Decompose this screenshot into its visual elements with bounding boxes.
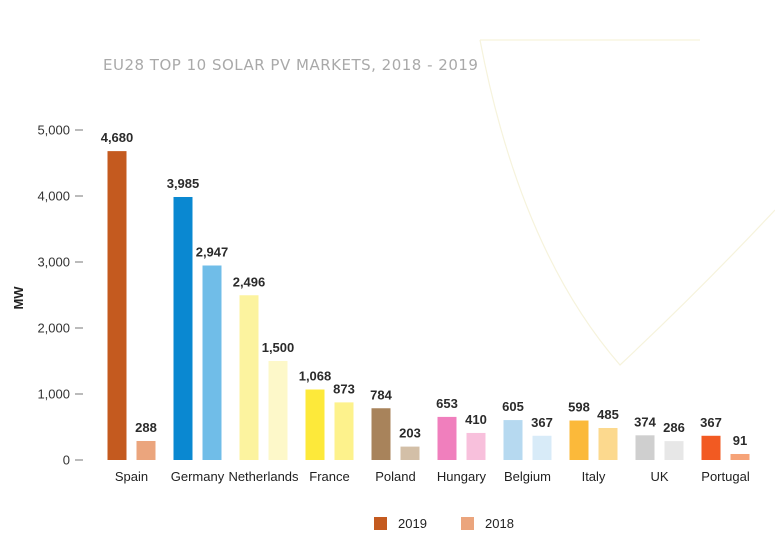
data-label-2019: 3,985	[167, 176, 200, 191]
bar-2019	[305, 389, 325, 460]
legend-label: 2018	[485, 516, 514, 531]
data-label-2018: 367	[531, 415, 553, 430]
bar-2019	[569, 420, 589, 460]
y-axis: 0 1,000 2,000 3,000 4,000 5,000	[37, 123, 83, 468]
data-label-2019: 784	[370, 387, 392, 402]
data-label-2019: 367	[700, 415, 722, 430]
data-label-2018: 91	[733, 433, 747, 448]
data-label-2019: 653	[436, 396, 458, 411]
x-axis-categories: Spain Germany Netherlands France Poland Hunga…	[115, 469, 750, 484]
bar-2019	[437, 416, 457, 460]
legend-swatch	[374, 517, 387, 530]
bar-2018	[730, 453, 750, 460]
bar-2018	[136, 440, 156, 460]
bar-2019	[701, 435, 721, 460]
x-tick-label: Belgium	[504, 469, 551, 484]
legend: 2019 2018	[374, 516, 514, 531]
bar-2019	[503, 420, 523, 460]
y-tick-label: 4,000	[37, 189, 70, 204]
chart-title: EU28 TOP 10 SOLAR PV MARKETS, 2018 - 201…	[103, 56, 478, 74]
bar-2019	[371, 408, 391, 460]
y-axis-label: MW	[11, 286, 26, 310]
data-label-2019: 374	[634, 414, 656, 429]
data-label-2019: 605	[502, 399, 524, 414]
data-label-2019: 2,496	[233, 274, 266, 289]
bar-2019	[635, 435, 655, 460]
background-curve-decoration	[479, 39, 775, 366]
bar-2018	[532, 435, 552, 460]
bar-2018	[598, 427, 618, 460]
data-label-2019: 598	[568, 400, 590, 415]
bar-2018	[664, 441, 684, 460]
legend-swatch	[461, 517, 474, 530]
bar-2018	[268, 361, 288, 460]
y-tick-label: 0	[63, 453, 70, 468]
bar-2018	[202, 265, 222, 460]
data-label-2018: 873	[333, 381, 355, 396]
x-tick-label: Poland	[375, 469, 415, 484]
y-tick-label: 5,000	[37, 123, 70, 138]
data-label-2018: 485	[597, 407, 619, 422]
data-label-2018: 288	[135, 420, 157, 435]
x-tick-label: Netherlands	[228, 469, 299, 484]
x-tick-label: Portugal	[701, 469, 750, 484]
data-label-2018: 286	[663, 420, 685, 435]
bar-2019	[173, 196, 193, 461]
bar-2019	[239, 295, 259, 460]
x-tick-label: Germany	[171, 469, 225, 484]
x-tick-label: Italy	[582, 469, 606, 484]
data-label-2018: 2,947	[196, 244, 229, 259]
data-label-2018: 1,500	[262, 340, 295, 355]
y-tick-label: 1,000	[37, 387, 70, 402]
y-tick-label: 3,000	[37, 255, 70, 270]
x-tick-label: Spain	[115, 469, 148, 484]
x-tick-label: Hungary	[437, 469, 487, 484]
bar-2018	[334, 402, 354, 460]
y-tick-label: 2,000	[37, 321, 70, 336]
x-tick-label: UK	[650, 469, 668, 484]
data-label-2018: 410	[465, 412, 487, 427]
data-label-2019: 1,068	[299, 369, 332, 384]
bar-2018	[400, 446, 420, 460]
data-label-2019: 4,680	[101, 130, 134, 145]
x-tick-label: France	[309, 469, 349, 484]
legend-label: 2019	[398, 516, 427, 531]
bar-2019	[107, 151, 127, 460]
data-label-2018: 203	[399, 426, 421, 441]
bar-2018	[466, 432, 486, 460]
